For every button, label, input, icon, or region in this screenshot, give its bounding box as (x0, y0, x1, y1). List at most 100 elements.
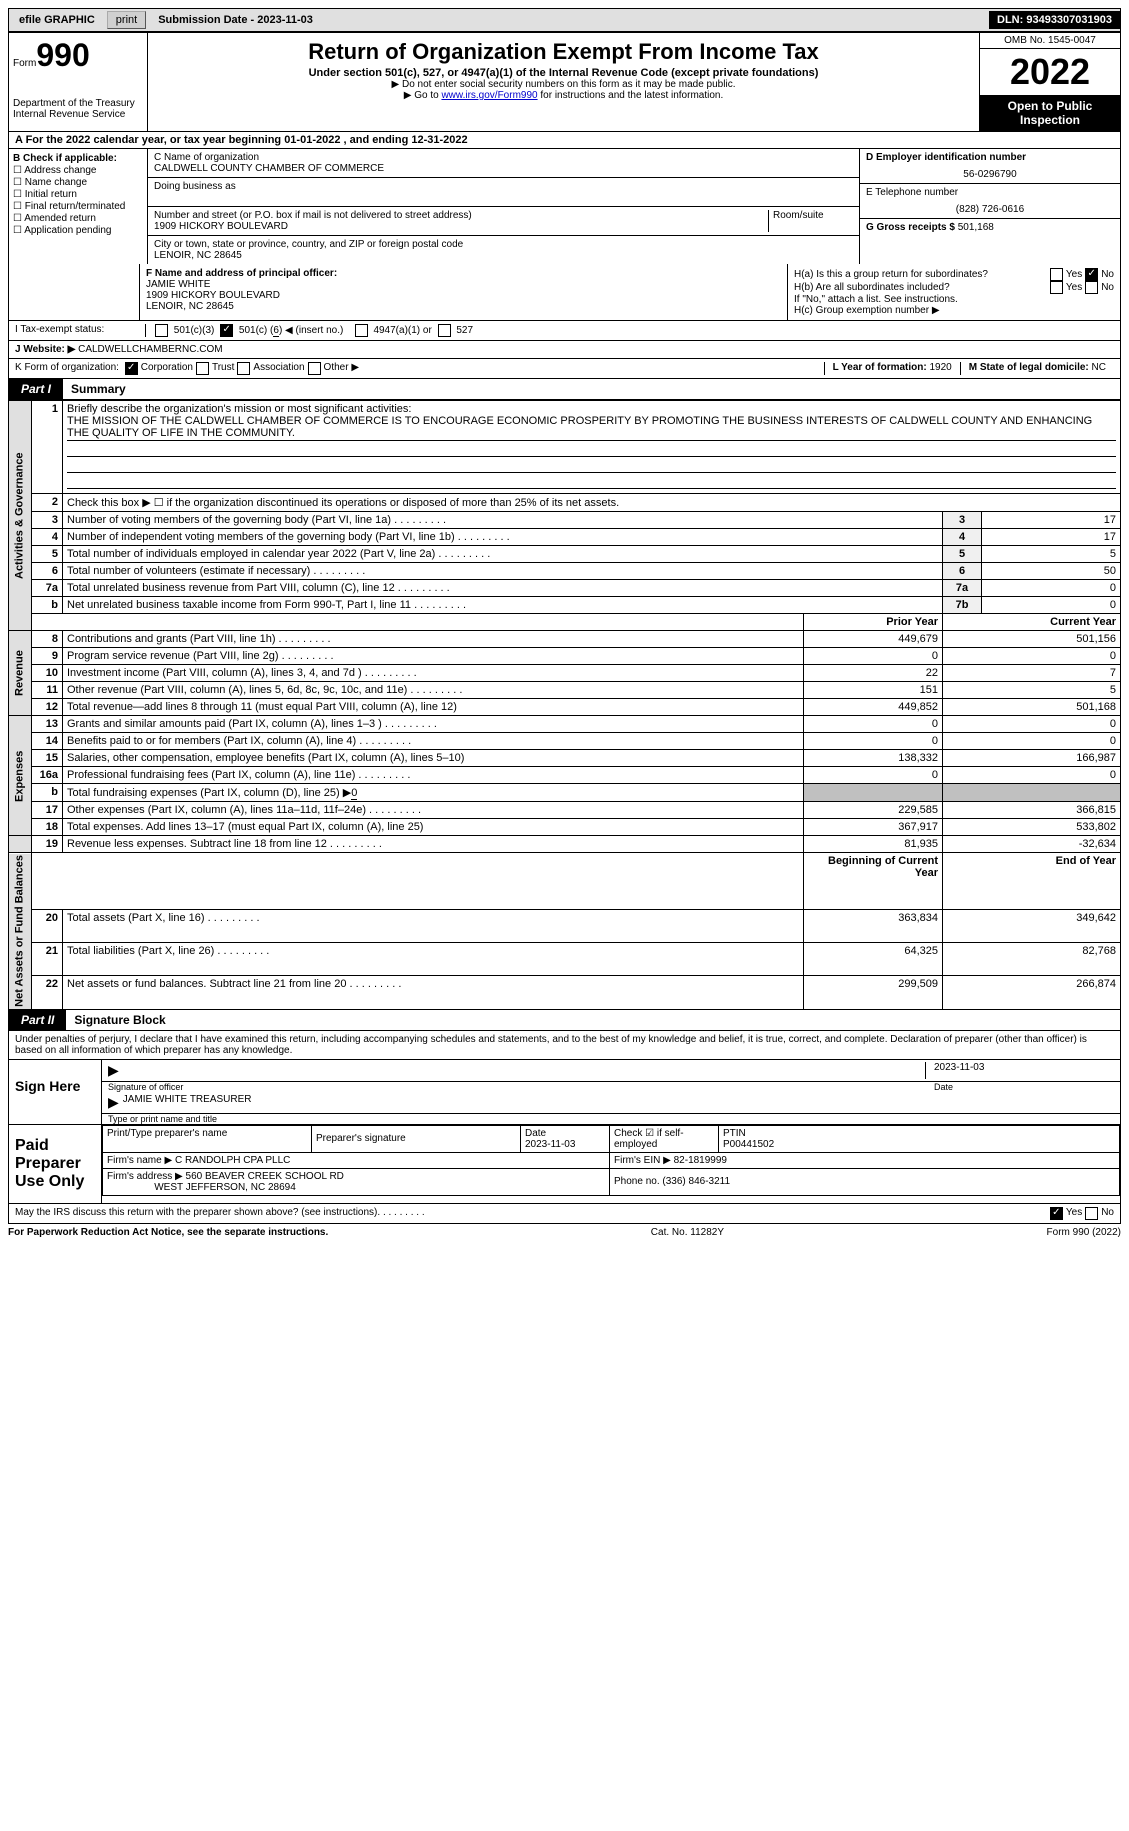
v3: 17 (982, 512, 1121, 529)
dept-treasury: Department of the Treasury (13, 98, 143, 109)
perjury-text: Under penalties of perjury, I declare th… (9, 1031, 1120, 1059)
part1-header: Part I Summary (8, 379, 1121, 400)
k-other[interactable] (308, 362, 321, 375)
side-activities: Activities & Governance (9, 401, 32, 631)
l-label: L Year of formation: (833, 362, 927, 373)
dln-label: DLN: 93493307031903 (989, 11, 1120, 29)
open-public: Open to Public Inspection (980, 95, 1120, 131)
j-label: J Website: ▶ (15, 344, 75, 355)
hb-label: H(b) Are all subordinates included? (794, 282, 1047, 293)
omb-number: OMB No. 1545-0047 (980, 33, 1120, 49)
f-name: JAMIE WHITE (146, 279, 210, 290)
city-val: LENOIR, NC 28645 (154, 250, 853, 261)
hb-no[interactable] (1085, 281, 1098, 294)
ein-val: 56-0296790 (866, 169, 1114, 180)
row-j: J Website: ▶ CALDWELLCHAMBERNC.COM (8, 341, 1121, 359)
irs-label: Internal Revenue Service (13, 109, 143, 120)
discuss-no[interactable] (1085, 1207, 1098, 1220)
row-a: A For the 2022 calendar year, or tax yea… (8, 132, 1121, 149)
v4: 17 (982, 529, 1121, 546)
hc-label: H(c) Group exemption number ▶ (794, 305, 1114, 316)
h-current: Current Year (943, 614, 1121, 631)
h-prior: Prior Year (804, 614, 943, 631)
type-label: Type or print name and title (102, 1114, 1120, 1124)
street-val: 1909 HICKORY BOULEVARD (154, 221, 764, 232)
chk-initial: Initial return (25, 189, 77, 200)
side-netassets: Net Assets or Fund Balances (9, 853, 32, 1010)
submission-date: Submission Date - 2023-11-03 (148, 12, 323, 28)
m-label: M State of legal domicile: (969, 362, 1089, 373)
form-subtitle: Under section 501(c), 527, or 4947(a)(1)… (152, 67, 975, 79)
tel-label: E Telephone number (866, 187, 1114, 198)
form-number: 990 (36, 37, 89, 73)
gross-label: G Gross receipts $ (866, 222, 955, 233)
pra-notice: For Paperwork Reduction Act Notice, see … (8, 1227, 328, 1238)
website-val: CALDWELLCHAMBERNC.COM (78, 344, 222, 355)
part1-tab: Part I (9, 379, 63, 399)
ha-no[interactable]: ✓ (1085, 268, 1098, 281)
print-button[interactable]: print (107, 11, 146, 29)
city-label: City or town, state or province, country… (154, 239, 853, 250)
v6: 50 (982, 563, 1121, 580)
chk-address: Address change (24, 165, 96, 176)
v7b: 0 (982, 597, 1121, 614)
gross-val: 501,168 (958, 222, 994, 233)
footer: For Paperwork Reduction Act Notice, see … (8, 1224, 1121, 1241)
i-501c[interactable]: ✓ (220, 324, 233, 337)
signature-block: Under penalties of perjury, I declare th… (8, 1031, 1121, 1204)
k-corp[interactable]: ✓ (125, 362, 138, 375)
mission-text: THE MISSION OF THE CALDWELL CHAMBER OF C… (67, 415, 1116, 441)
note2-post: for instructions and the latest informat… (538, 90, 724, 101)
street-label: Number and street (or P.O. box if mail i… (154, 210, 764, 221)
ha-yes[interactable] (1050, 268, 1063, 281)
form-990-label: Form 990 (2022) (1047, 1227, 1121, 1238)
chk-name: Name change (25, 177, 87, 188)
h-beg: Beginning of Current Year (804, 853, 943, 910)
f-street: 1909 HICKORY BOULEVARD (146, 290, 280, 301)
part2-title: Signature Block (66, 1010, 173, 1030)
chk-pending: Application pending (24, 225, 111, 236)
form-header: Form990 Department of the Treasury Inter… (8, 32, 1121, 132)
discuss-label: May the IRS discuss this return with the… (15, 1207, 377, 1220)
i-label: I Tax-exempt status: (15, 324, 146, 337)
summary-table: Activities & Governance 1 Briefly descri… (8, 400, 1121, 1010)
l-val: 1920 (929, 362, 951, 373)
form-note1: ▶ Do not enter social security numbers o… (152, 79, 975, 90)
org-name: CALDWELL COUNTY CHAMBER OF COMMERCE (154, 163, 853, 174)
k-assoc[interactable] (237, 362, 250, 375)
officer-name: JAMIE WHITE TREASURER (123, 1094, 252, 1111)
side-revenue: Revenue (9, 631, 32, 716)
section-bcd: B Check if applicable: ☐ Address change … (8, 149, 1121, 264)
hb-yes[interactable] (1050, 281, 1063, 294)
sig-date-val: 2023-11-03 (925, 1062, 1114, 1079)
note2-pre: ▶ Go to (404, 90, 442, 101)
part1-title: Summary (63, 379, 134, 399)
f-city: LENOIR, NC 28645 (146, 301, 234, 312)
ha-label: H(a) Is this a group return for subordin… (794, 269, 1047, 280)
tel-val: (828) 726-0616 (866, 204, 1114, 215)
f-label: F Name and address of principal officer: (146, 268, 337, 279)
sign-here-label: Sign Here (9, 1060, 102, 1124)
row-i: I Tax-exempt status: 501(c)(3) ✓ 501(c) … (8, 321, 1121, 341)
chk-amended: Amended return (24, 213, 96, 224)
form-word: Form (13, 58, 36, 69)
k-trust[interactable] (196, 362, 209, 375)
irs-link[interactable]: www.irs.gov/Form990 (441, 90, 537, 101)
m-val: NC (1092, 362, 1106, 373)
efile-label: efile GRAPHIC (9, 12, 105, 28)
section-fh: F Name and address of principal officer:… (8, 264, 1121, 321)
col-b-label: B Check if applicable: (13, 153, 117, 164)
i-501c3[interactable] (155, 324, 168, 337)
i-527[interactable] (438, 324, 451, 337)
dba-label: Doing business as (154, 181, 853, 192)
chk-final: Final return/terminated (25, 201, 126, 212)
v5: 5 (982, 546, 1121, 563)
hb-note: If "No," attach a list. See instructions… (794, 294, 1114, 305)
row-a-text: A For the 2022 calendar year, or tax yea… (15, 134, 468, 146)
sig-officer-label: Signature of officer (108, 1082, 934, 1092)
c-name-label: C Name of organization (154, 152, 853, 163)
discuss-yes[interactable]: ✓ (1050, 1207, 1063, 1220)
top-bar: efile GRAPHIC print Submission Date - 20… (8, 8, 1121, 32)
i-4947[interactable] (355, 324, 368, 337)
arrow-icon: ▶ (108, 1062, 119, 1079)
